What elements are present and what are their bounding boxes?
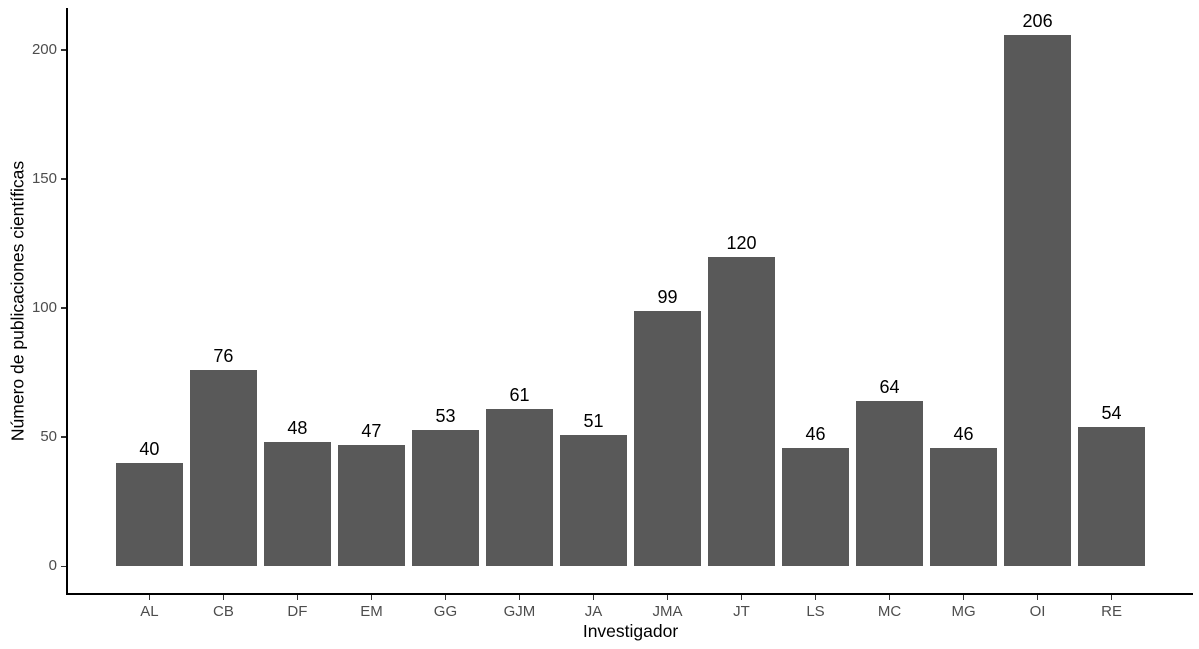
x-axis-title: Investigador [582,621,679,641]
y-axis-line [66,8,68,595]
x-tick-label: DF [287,603,308,621]
bar-jt [708,256,775,567]
x-tick-mark [814,594,817,601]
bar-mg [930,447,997,567]
bar-value-label: 61 [509,384,530,405]
bar-gjm [486,408,553,567]
bar-al [116,463,183,567]
y-tick-label: 150 [31,170,57,188]
x-axis-line [66,593,1193,595]
x-tick-mark [592,594,595,601]
x-tick-label: EM [360,603,383,621]
x-tick-mark [296,594,299,601]
bar-ls [782,447,849,567]
x-tick-mark [962,594,965,601]
y-tick-mark [60,565,67,568]
bar-value-label: 48 [287,418,308,439]
bar-value-label: 99 [657,286,678,307]
y-tick-label: 0 [48,557,57,575]
y-tick-mark [60,307,67,310]
bar-value-label: 64 [879,377,900,398]
bar-value-label: 54 [1101,403,1122,423]
y-tick-mark [60,178,67,180]
x-tick-mark [222,594,225,601]
x-tick-label: CB [212,603,234,621]
y-tick-mark [60,436,67,439]
bar-mc [856,401,923,567]
bar-value-label: 46 [805,423,826,444]
x-tick-label: AL [140,603,159,621]
x-tick-mark [740,594,743,601]
x-tick-label: JMA [652,603,683,621]
bar-value-label: 40 [139,439,160,460]
x-tick-label: JT [733,603,750,621]
bar-cb [190,370,257,567]
bar-ja [560,434,627,567]
x-tick-mark [666,594,669,601]
y-tick-label: 100 [31,299,57,317]
x-tick-label: JA [584,603,603,621]
x-tick-label: MC [877,603,902,621]
x-tick-mark [370,594,373,601]
x-tick-label: GG [433,603,458,621]
bar-value-label: 46 [953,423,974,444]
y-tick-label: 200 [31,41,57,59]
x-tick-mark [518,594,521,601]
bar-value-label: 206 [1022,10,1053,31]
bar-value-label: 76 [213,346,234,367]
x-tick-mark [1036,594,1039,601]
bar-value-label: 53 [435,405,456,426]
bar-gg [412,429,479,567]
bar-oi [1004,34,1071,567]
bar-value-label: 51 [583,410,604,431]
x-tick-mark [444,594,447,601]
bar-df [264,442,331,567]
x-tick-label: RE [1101,603,1122,621]
bar-value-label: 47 [361,421,382,442]
y-tick-label: 50 [40,428,57,446]
bar-em [338,445,405,567]
y-tick-mark [60,49,67,51]
x-tick-mark [148,594,151,601]
x-tick-mark [1110,594,1113,601]
x-tick-label: OI [1029,603,1046,621]
x-tick-mark [888,594,891,601]
x-tick-label: LS [806,603,825,621]
bar-value-label: 120 [726,232,757,253]
x-tick-label: MG [951,603,976,621]
x-tick-label: GJM [503,603,536,621]
bar-jma [634,310,701,567]
bar-re [1078,427,1145,567]
